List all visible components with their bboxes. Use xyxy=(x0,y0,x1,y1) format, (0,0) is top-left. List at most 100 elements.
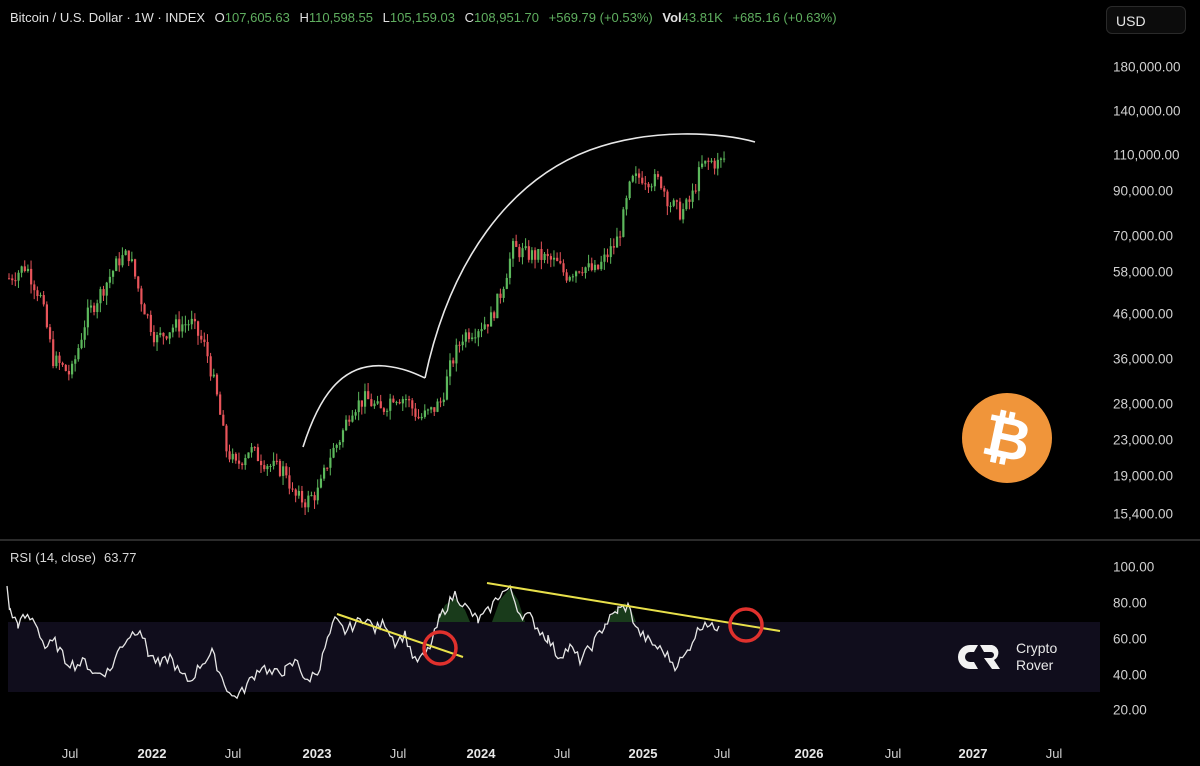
candle-body xyxy=(467,332,471,340)
candle-body xyxy=(590,263,593,271)
candle-body xyxy=(480,329,483,332)
candle-body xyxy=(619,236,622,238)
candle-body xyxy=(562,263,565,273)
candle-body xyxy=(534,250,537,260)
pane-divider[interactable] xyxy=(0,539,1200,541)
candle-body xyxy=(549,256,552,260)
candle-body xyxy=(537,248,540,260)
candle-body xyxy=(105,282,108,296)
breakout-circle-2 xyxy=(728,607,764,643)
candle-body xyxy=(477,331,480,338)
candle-body xyxy=(701,163,704,168)
candle-body xyxy=(398,402,401,404)
candle-body xyxy=(159,332,162,336)
bitcoin-logo-icon: ₿ xyxy=(962,393,1052,483)
candle-body xyxy=(631,175,634,182)
candle-body xyxy=(370,399,373,407)
candle-body xyxy=(672,200,675,206)
candle-body xyxy=(530,250,534,260)
candle-body xyxy=(682,209,685,220)
candle-body xyxy=(612,246,615,248)
candle-body xyxy=(455,344,458,364)
candle-body xyxy=(351,415,354,422)
candle-body xyxy=(253,447,256,449)
candle-body xyxy=(244,458,247,466)
candle-body xyxy=(691,190,694,202)
candle-body xyxy=(219,394,222,415)
candle-body xyxy=(363,391,367,407)
time-tick: 2026 xyxy=(794,746,824,761)
candle-body xyxy=(493,312,496,319)
candle-body xyxy=(625,198,628,210)
candle-body xyxy=(354,412,357,416)
price-tick: 19,000.00 xyxy=(1113,468,1174,484)
candle-body xyxy=(326,467,329,469)
brand-line1: Crypto xyxy=(1016,640,1058,656)
candle-body xyxy=(568,277,571,281)
low-label: L xyxy=(382,10,390,25)
candle-body xyxy=(678,201,682,220)
candle-body xyxy=(222,414,225,426)
time-tick: Jul xyxy=(61,746,79,761)
candle-body xyxy=(187,324,190,326)
candle-body xyxy=(445,376,449,400)
candle-body xyxy=(86,307,89,328)
candle-body xyxy=(439,401,442,403)
candle-body xyxy=(209,356,212,377)
candle-body xyxy=(713,160,716,169)
time-tick: Jul xyxy=(224,746,242,761)
candle-body xyxy=(307,495,310,508)
candle-body xyxy=(52,339,55,367)
candle-body xyxy=(300,490,304,503)
currency-selector[interactable]: USD xyxy=(1106,6,1186,34)
arc-annotation-large xyxy=(424,133,756,379)
time-tick: 2024 xyxy=(466,746,496,761)
candle-body xyxy=(367,391,370,400)
volume-change: +685.16 (+0.63%) xyxy=(732,10,837,25)
candle-body xyxy=(638,173,641,178)
close-label: C xyxy=(464,10,474,25)
candle-body xyxy=(508,258,512,278)
candle-body xyxy=(716,159,719,169)
candle-body xyxy=(174,319,178,328)
candle-body xyxy=(593,264,597,271)
candle-body xyxy=(502,288,505,298)
price-tick: 28,000.00 xyxy=(1113,396,1174,412)
candle-body xyxy=(669,205,672,207)
time-tick: Jul xyxy=(713,746,731,761)
candle-body xyxy=(581,272,584,274)
candle-body xyxy=(647,183,650,188)
candle-body xyxy=(606,254,609,258)
candle-body xyxy=(313,495,316,501)
candle-body xyxy=(323,467,326,479)
symbol-title: Bitcoin / U.S. Dollar · 1W · INDEX xyxy=(10,10,206,25)
candle-body xyxy=(111,270,115,277)
crypto-rover-logo-icon xyxy=(958,641,1004,673)
candle-body xyxy=(225,425,228,452)
volume-value: 43.81K xyxy=(681,10,723,25)
rsi-tick: 100.00 xyxy=(1113,559,1155,575)
candle-body xyxy=(294,489,297,496)
candle-body xyxy=(329,457,332,468)
candle-body xyxy=(45,304,48,328)
open-value: 107,605.63 xyxy=(224,10,290,25)
candle-body xyxy=(471,337,474,340)
candle-body xyxy=(628,181,631,199)
candle-body xyxy=(285,466,288,476)
candle-body xyxy=(36,290,39,297)
candle-body xyxy=(348,419,351,422)
candle-body xyxy=(556,257,559,261)
candle-body xyxy=(332,447,335,458)
candle-body xyxy=(430,407,433,410)
candle-body xyxy=(587,263,590,268)
candle-body xyxy=(212,374,215,377)
candle-body xyxy=(291,488,294,490)
candle-body xyxy=(603,254,606,262)
candle-body xyxy=(379,401,382,409)
candle-body xyxy=(373,403,376,407)
candle-body xyxy=(663,188,666,192)
candle-body xyxy=(310,495,313,497)
candle-body xyxy=(666,191,669,207)
rsi-tick: 40.00 xyxy=(1113,667,1147,683)
